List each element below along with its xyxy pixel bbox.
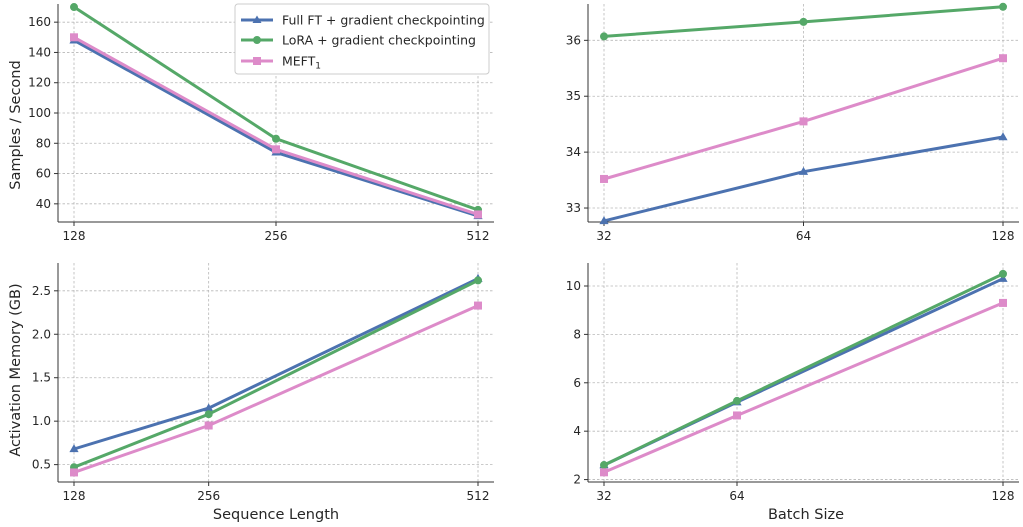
data-point-meft [474,210,482,219]
x-tick-label: 64 [729,489,744,503]
series-line-full_ft [73,277,479,451]
series-line-meft [603,301,1004,474]
legend-label-meft-subscript: 1 [315,62,321,72]
data-point-lora [204,410,213,419]
data-point-meft [204,421,213,430]
data-point-meft [600,468,608,477]
y-tick-label: 40 [36,197,51,211]
data-point-lora [799,17,808,26]
y-tick-label: 100 [28,106,51,120]
x-tick-label: 256 [265,229,288,243]
data-point-meft [733,411,741,420]
y-tick-label: 33 [566,201,581,215]
y-tick-label: 0.5 [32,458,51,472]
series-line-meft [73,304,479,474]
data-point-lora [999,269,1007,278]
y-tick-label: 2 [573,473,581,487]
data-point-full_ft [599,216,609,225]
x-tick-label: 256 [197,489,220,503]
y-tick-label: 60 [36,167,51,181]
y-tick-label: 140 [28,45,51,59]
data-point-lora [600,32,608,41]
x-tick-label: 64 [796,229,811,243]
y-tick-label: 8 [573,327,581,341]
x-tick-label: 32 [596,489,611,503]
legend-entry-meft: MEFT1 [241,54,321,72]
y-tick-label: 10 [566,279,581,293]
data-point-meft [70,33,78,42]
y-tick-label: 36 [566,33,581,47]
data-point-meft [799,117,808,126]
y-axis-title-top: Samples / Second [8,60,24,189]
y-tick-label: 2.0 [32,327,51,341]
x-axis-title-left: Sequence Length [213,507,339,523]
legend-label-lora: LoRA + gradient checkpointing [282,33,476,48]
panel-throughput-vs-batch-size: 33 34 35 36 32 64 128 [566,2,1019,243]
data-point-lora [733,396,741,405]
x-axis-title-right: Batch Size [768,507,844,523]
y-tick-label: 80 [36,136,51,150]
x-tick-label: 512 [467,489,490,503]
y-tick-label: 1.0 [32,414,51,428]
y-tick-label: 120 [28,76,51,90]
x-tick-label: 512 [467,229,490,243]
data-point-meft [999,54,1007,63]
legend-marker-square-icon [253,57,261,65]
data-point-full_ft [998,273,1008,282]
x-tick-label: 128 [63,229,86,243]
legend-label-meft-text: MEFT [282,54,316,69]
x-tick-label: 128 [992,489,1015,503]
legend-label-full-ft: Full FT + gradient checkpointing [282,13,485,28]
data-point-lora [999,2,1007,11]
data-point-lora [272,134,280,143]
data-point-meft [474,301,482,310]
legend-entry-full-ft: Full FT + gradient checkpointing [241,13,485,28]
y-axis-title-bottom: Activation Memory (GB) [8,283,24,456]
data-point-meft [600,174,608,183]
y-tick-label: 1.5 [32,371,51,385]
data-point-full_ft [798,166,809,175]
data-point-meft [70,468,78,477]
y-tick-label: 160 [28,15,51,29]
x-tick-label: 128 [992,229,1015,243]
x-tick-label: 128 [63,489,86,503]
y-tick-label: 2.5 [32,284,51,298]
legend: Full FT + gradient checkpointing LoRA + … [234,3,490,75]
panel-memory-vs-seq-len: 0.5 1.0 1.5 2.0 2.5 128 256 512 [32,263,494,503]
legend-frame [234,3,490,75]
data-point-lora [600,461,608,470]
data-point-lora [474,276,482,285]
legend-entry-lora: LoRA + gradient checkpointing [241,33,476,48]
panel-memory-vs-batch-size: 2 4 6 8 10 32 64 128 [566,263,1019,503]
data-point-meft [272,145,280,154]
data-point-full_ft [204,403,214,412]
data-point-meft [999,298,1007,307]
data-point-full_ft [998,132,1008,141]
legend-label-meft: MEFT1 [282,54,321,72]
legend-marker-circle-icon [253,36,261,44]
data-point-full_ft [69,444,79,453]
series-line-lora [603,272,1004,467]
panel-throughput-vs-seq-len: 40 60 80 100 120 140 160 128 256 512 [28,3,494,243]
y-tick-label: 34 [566,145,581,159]
y-tick-label: 4 [573,424,581,438]
x-tick-label: 32 [596,229,611,243]
y-tick-label: 35 [566,89,581,103]
y-tick-label: 6 [573,376,581,390]
data-point-lora [70,3,78,12]
legend-marker-triangle-icon [252,15,262,23]
